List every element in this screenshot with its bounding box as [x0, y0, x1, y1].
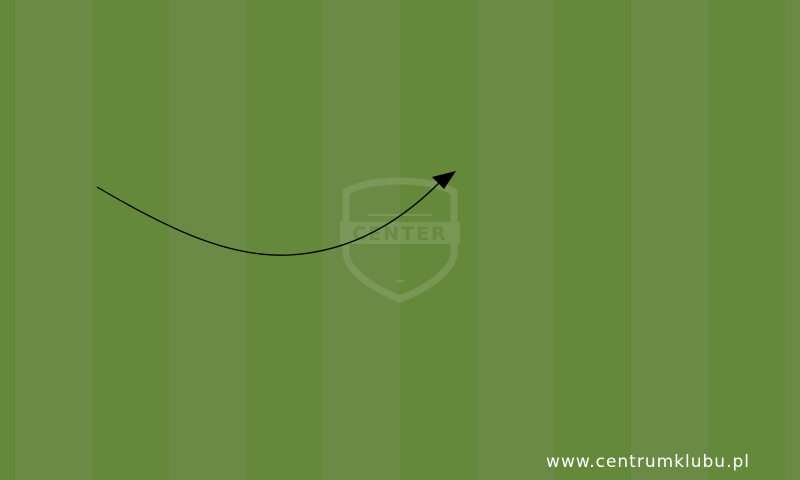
pitch-stripe	[15, 0, 92, 480]
pitch-stripe	[631, 0, 708, 480]
pitch-stripe	[554, 0, 631, 480]
pitch-stripe	[169, 0, 246, 480]
pitch-stripe	[785, 0, 800, 480]
pitch-stripe	[246, 0, 323, 480]
movement-arrow	[96, 171, 456, 256]
watermark-text: CENTER	[352, 223, 447, 245]
arrow-path	[96, 181, 441, 256]
arrowhead-icon	[432, 171, 456, 189]
pitch-stripe	[92, 0, 169, 480]
pitch-stripe	[0, 0, 15, 480]
pitch-stripe	[477, 0, 554, 480]
website-url: www.centrumklubu.pl	[546, 452, 750, 472]
pitch-stripe	[708, 0, 785, 480]
